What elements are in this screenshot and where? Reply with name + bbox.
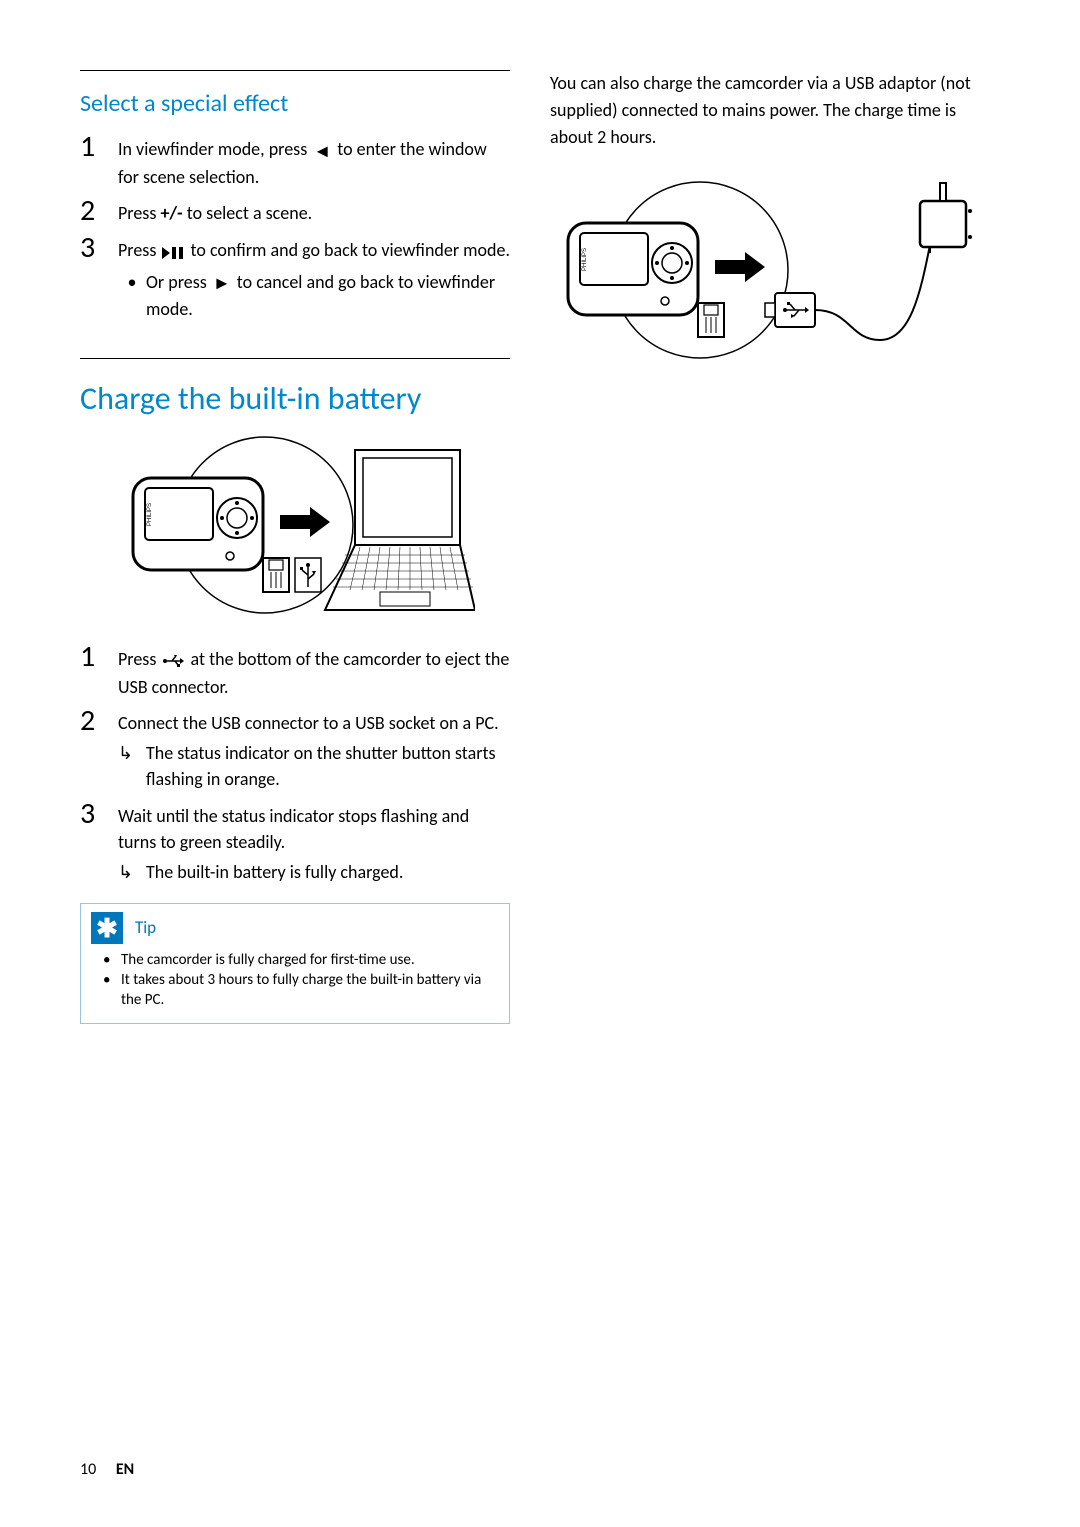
figure-camcorder-to-laptop: PHILIPS	[80, 430, 510, 620]
step-number: 2	[80, 194, 118, 227]
heading-charge-battery: Charge the built-in battery	[80, 358, 510, 418]
page-footer: 10 EN	[80, 1460, 134, 1479]
list-item: 3 Press to confirm and go back to viewfi…	[80, 231, 510, 323]
arrow-icon: ↳	[118, 859, 146, 885]
step-number: 1	[80, 130, 118, 163]
tip-asterisk-icon: ✱	[91, 912, 123, 944]
svg-text:PHILIPS: PHILIPS	[147, 503, 153, 526]
step-text: Press	[118, 239, 160, 261]
sub-bullet: • Or press ► to cancel and go back to vi…	[118, 269, 510, 323]
svg-text:PHILIPS: PHILIPS	[582, 248, 588, 271]
step-number: 3	[80, 231, 118, 264]
page-language: EN	[116, 1460, 134, 1479]
step-text: Press	[118, 648, 160, 670]
list-item: 2 Press +/- to select a scene.	[80, 194, 510, 227]
sub-text: Or press	[146, 271, 211, 293]
step-text: Connect the USB connector to a USB socke…	[118, 712, 499, 734]
tip-box: ✱ Tip The camcorder is fully charged for…	[80, 903, 510, 1024]
figure-camcorder-to-wall-adaptor: PHILIPS	[550, 175, 980, 360]
list-item: 1 In viewfinder mode, press ◄ to enter t…	[80, 130, 510, 190]
result-arrow: ↳ The status indicator on the shutter bu…	[118, 740, 510, 792]
step-number: 2	[80, 704, 118, 737]
right-arrow-icon: ►	[213, 270, 231, 296]
tip-item: It takes about 3 hours to fully charge t…	[103, 970, 495, 1011]
result-text: The built-in battery is fully charged.	[146, 859, 403, 885]
charge-steps: 1 Press at the bottom of the camcorder t…	[80, 640, 510, 884]
list-item: 1 Press at the bottom of the camcorder t…	[80, 640, 510, 700]
tip-label: Tip	[135, 917, 156, 938]
step-number: 3	[80, 797, 118, 830]
step-text: Wait until the status indicator stops fl…	[118, 805, 469, 853]
step-text: Press	[118, 202, 160, 224]
step-text: to confirm and go back to viewfinder mod…	[186, 239, 510, 261]
step-text: In viewfinder mode, press	[118, 138, 311, 160]
step-number: 1	[80, 640, 118, 673]
result-text: The status indicator on the shutter butt…	[146, 740, 510, 792]
usb-eject-icon	[162, 648, 184, 674]
list-item: 2 Connect the USB connector to a USB soc…	[80, 704, 510, 792]
list-item: 3 Wait until the status indicator stops …	[80, 797, 510, 885]
left-arrow-icon: ◄	[313, 138, 331, 164]
heading-select-effect: Select a special effect	[80, 70, 510, 118]
right-paragraph: You can also charge the camcorder via a …	[550, 70, 980, 151]
step-text: to select a scene.	[183, 202, 313, 224]
select-effect-steps: 1 In viewfinder mode, press ◄ to enter t…	[80, 130, 510, 322]
page-number: 10	[80, 1460, 96, 1479]
step-bold: +/-	[160, 202, 182, 224]
bullet-icon: •	[118, 269, 146, 323]
result-arrow: ↳ The built-in battery is fully charged.	[118, 859, 510, 885]
play-pause-icon	[162, 239, 184, 265]
arrow-icon: ↳	[118, 740, 146, 792]
tip-item: The camcorder is fully charged for first…	[103, 950, 495, 970]
